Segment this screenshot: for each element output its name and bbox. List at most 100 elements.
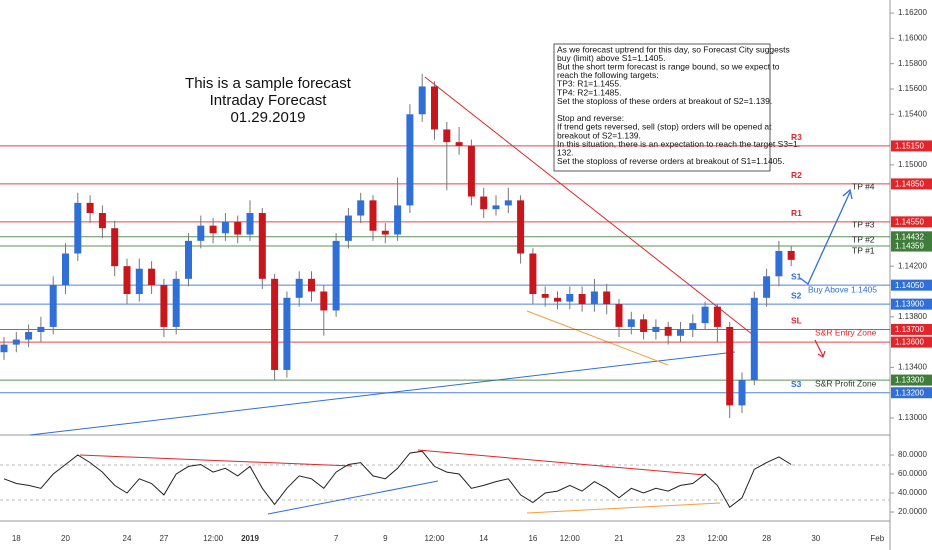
y-tick-label: 1.15600	[898, 84, 927, 93]
price-tag-label: 1.15150	[895, 142, 924, 151]
forecast-arrow	[799, 188, 853, 286]
candle-body	[590, 291, 598, 305]
x-tick-label: Feb	[870, 534, 884, 543]
note-line: In this situation, there is an expectati…	[557, 139, 800, 149]
candle-body	[689, 323, 697, 330]
candle-body	[98, 213, 106, 229]
x-tick-label: 12:00	[707, 534, 728, 543]
level-name: S1	[791, 271, 802, 281]
note-line: breakout of S2=1.139.	[557, 130, 641, 140]
title-line: This is a sample forecast	[185, 75, 352, 92]
x-tick-label: 27	[159, 534, 168, 543]
note-frame	[553, 43, 771, 172]
price-tag-label: 1.14359	[895, 242, 924, 251]
note-line: But the short term forecast is range bou…	[557, 61, 780, 71]
candle-body	[49, 285, 57, 327]
x-tick-label: 20	[61, 534, 70, 543]
title-block: This is a sample forecast Intraday Forec…	[185, 75, 352, 126]
candle-body	[504, 200, 512, 206]
candle-body	[467, 145, 475, 197]
level-name: R2	[791, 170, 802, 180]
candle-body	[603, 291, 611, 305]
candle-body	[406, 114, 414, 206]
rsi-trend-line	[79, 454, 353, 467]
rsi-trend-line	[267, 480, 439, 515]
y-tick-label: 1.15400	[898, 109, 927, 118]
candle-body	[0, 344, 8, 353]
annotation: TP #4	[852, 181, 875, 191]
level-name: R1	[791, 208, 802, 218]
candle-body	[418, 86, 426, 115]
rsi-tick-label: 80.0000	[898, 450, 927, 459]
price-tag-label: 1.14432	[895, 232, 924, 241]
note-line: buy (limit) above S1=1.1405.	[557, 53, 665, 63]
candle-body	[455, 142, 463, 146]
note-line: As we forecast uptrend for this day, so …	[557, 44, 790, 54]
price-tag	[891, 298, 932, 310]
x-tick-label: 18	[12, 534, 21, 543]
candle-body	[25, 331, 33, 340]
rsi-trend-line	[417, 449, 706, 476]
price-tag	[891, 216, 932, 228]
note-line: Stop and reverse:	[557, 113, 624, 123]
candle-body	[443, 129, 451, 143]
annotation: Buy Above 1.1405	[808, 284, 877, 294]
candle-body	[677, 329, 684, 336]
candle-body	[787, 250, 795, 260]
candle-body	[738, 380, 746, 406]
candle-body	[529, 253, 537, 295]
x-tick-label: 9	[383, 534, 388, 543]
candle-body	[86, 202, 94, 214]
level-name: SL	[791, 316, 802, 326]
note-line: Set the stoploss of these orders at brea…	[557, 96, 772, 106]
candle-body	[172, 278, 180, 327]
candle-body	[185, 240, 192, 279]
price-tag-label: 1.14850	[895, 180, 924, 189]
candle-body	[763, 276, 771, 298]
price-tag	[891, 387, 932, 399]
candle-body	[615, 304, 623, 327]
candle-body	[517, 200, 525, 254]
y-tick-label: 1.15000	[898, 160, 927, 169]
price-tag-label: 1.13300	[895, 376, 924, 385]
x-tick-label: 12:00	[560, 534, 581, 543]
rsi-trend-line	[526, 502, 721, 514]
rsi-line	[3, 450, 792, 509]
price-tag	[891, 336, 932, 348]
candle-body	[37, 326, 45, 332]
candle-body	[283, 297, 291, 370]
price-tag	[891, 231, 932, 243]
x-tick-label: 23	[676, 534, 685, 543]
price-tag-label: 1.13700	[895, 325, 924, 334]
x-tick-label: 12:00	[203, 534, 224, 543]
candle-body	[12, 339, 20, 345]
price-tag	[891, 240, 932, 252]
x-tick-label: 28	[762, 534, 771, 543]
price-tag	[891, 374, 932, 386]
candle-body	[480, 196, 488, 210]
candle-body	[713, 306, 721, 327]
candle-body	[234, 221, 242, 235]
candle-body	[332, 240, 340, 311]
x-tick-label: 16	[528, 534, 537, 543]
trend-line	[424, 76, 758, 339]
annotation: S&R Entry Zone	[815, 327, 877, 337]
rsi-tick-label: 40.0000	[898, 488, 927, 497]
candle-body	[308, 278, 315, 292]
rsi-tick-label: 20.0000	[898, 507, 927, 516]
candle-body	[295, 278, 303, 298]
y-tick-label: 1.13000	[898, 413, 927, 422]
candle-body	[640, 319, 648, 332]
level-name: S3	[791, 379, 802, 389]
note-box: As we forecast uptrend for this day, so …	[553, 43, 800, 172]
price-tag	[891, 178, 932, 190]
candle-body	[197, 225, 205, 241]
candle-body	[578, 294, 586, 305]
candle-body	[701, 306, 709, 324]
candle-body	[246, 213, 254, 235]
x-tick-label: 7	[334, 534, 339, 543]
candle-body	[750, 297, 758, 381]
x-tick-label: 21	[615, 534, 624, 543]
candle-body	[369, 200, 377, 231]
y-tick-label: 1.16000	[898, 33, 927, 42]
